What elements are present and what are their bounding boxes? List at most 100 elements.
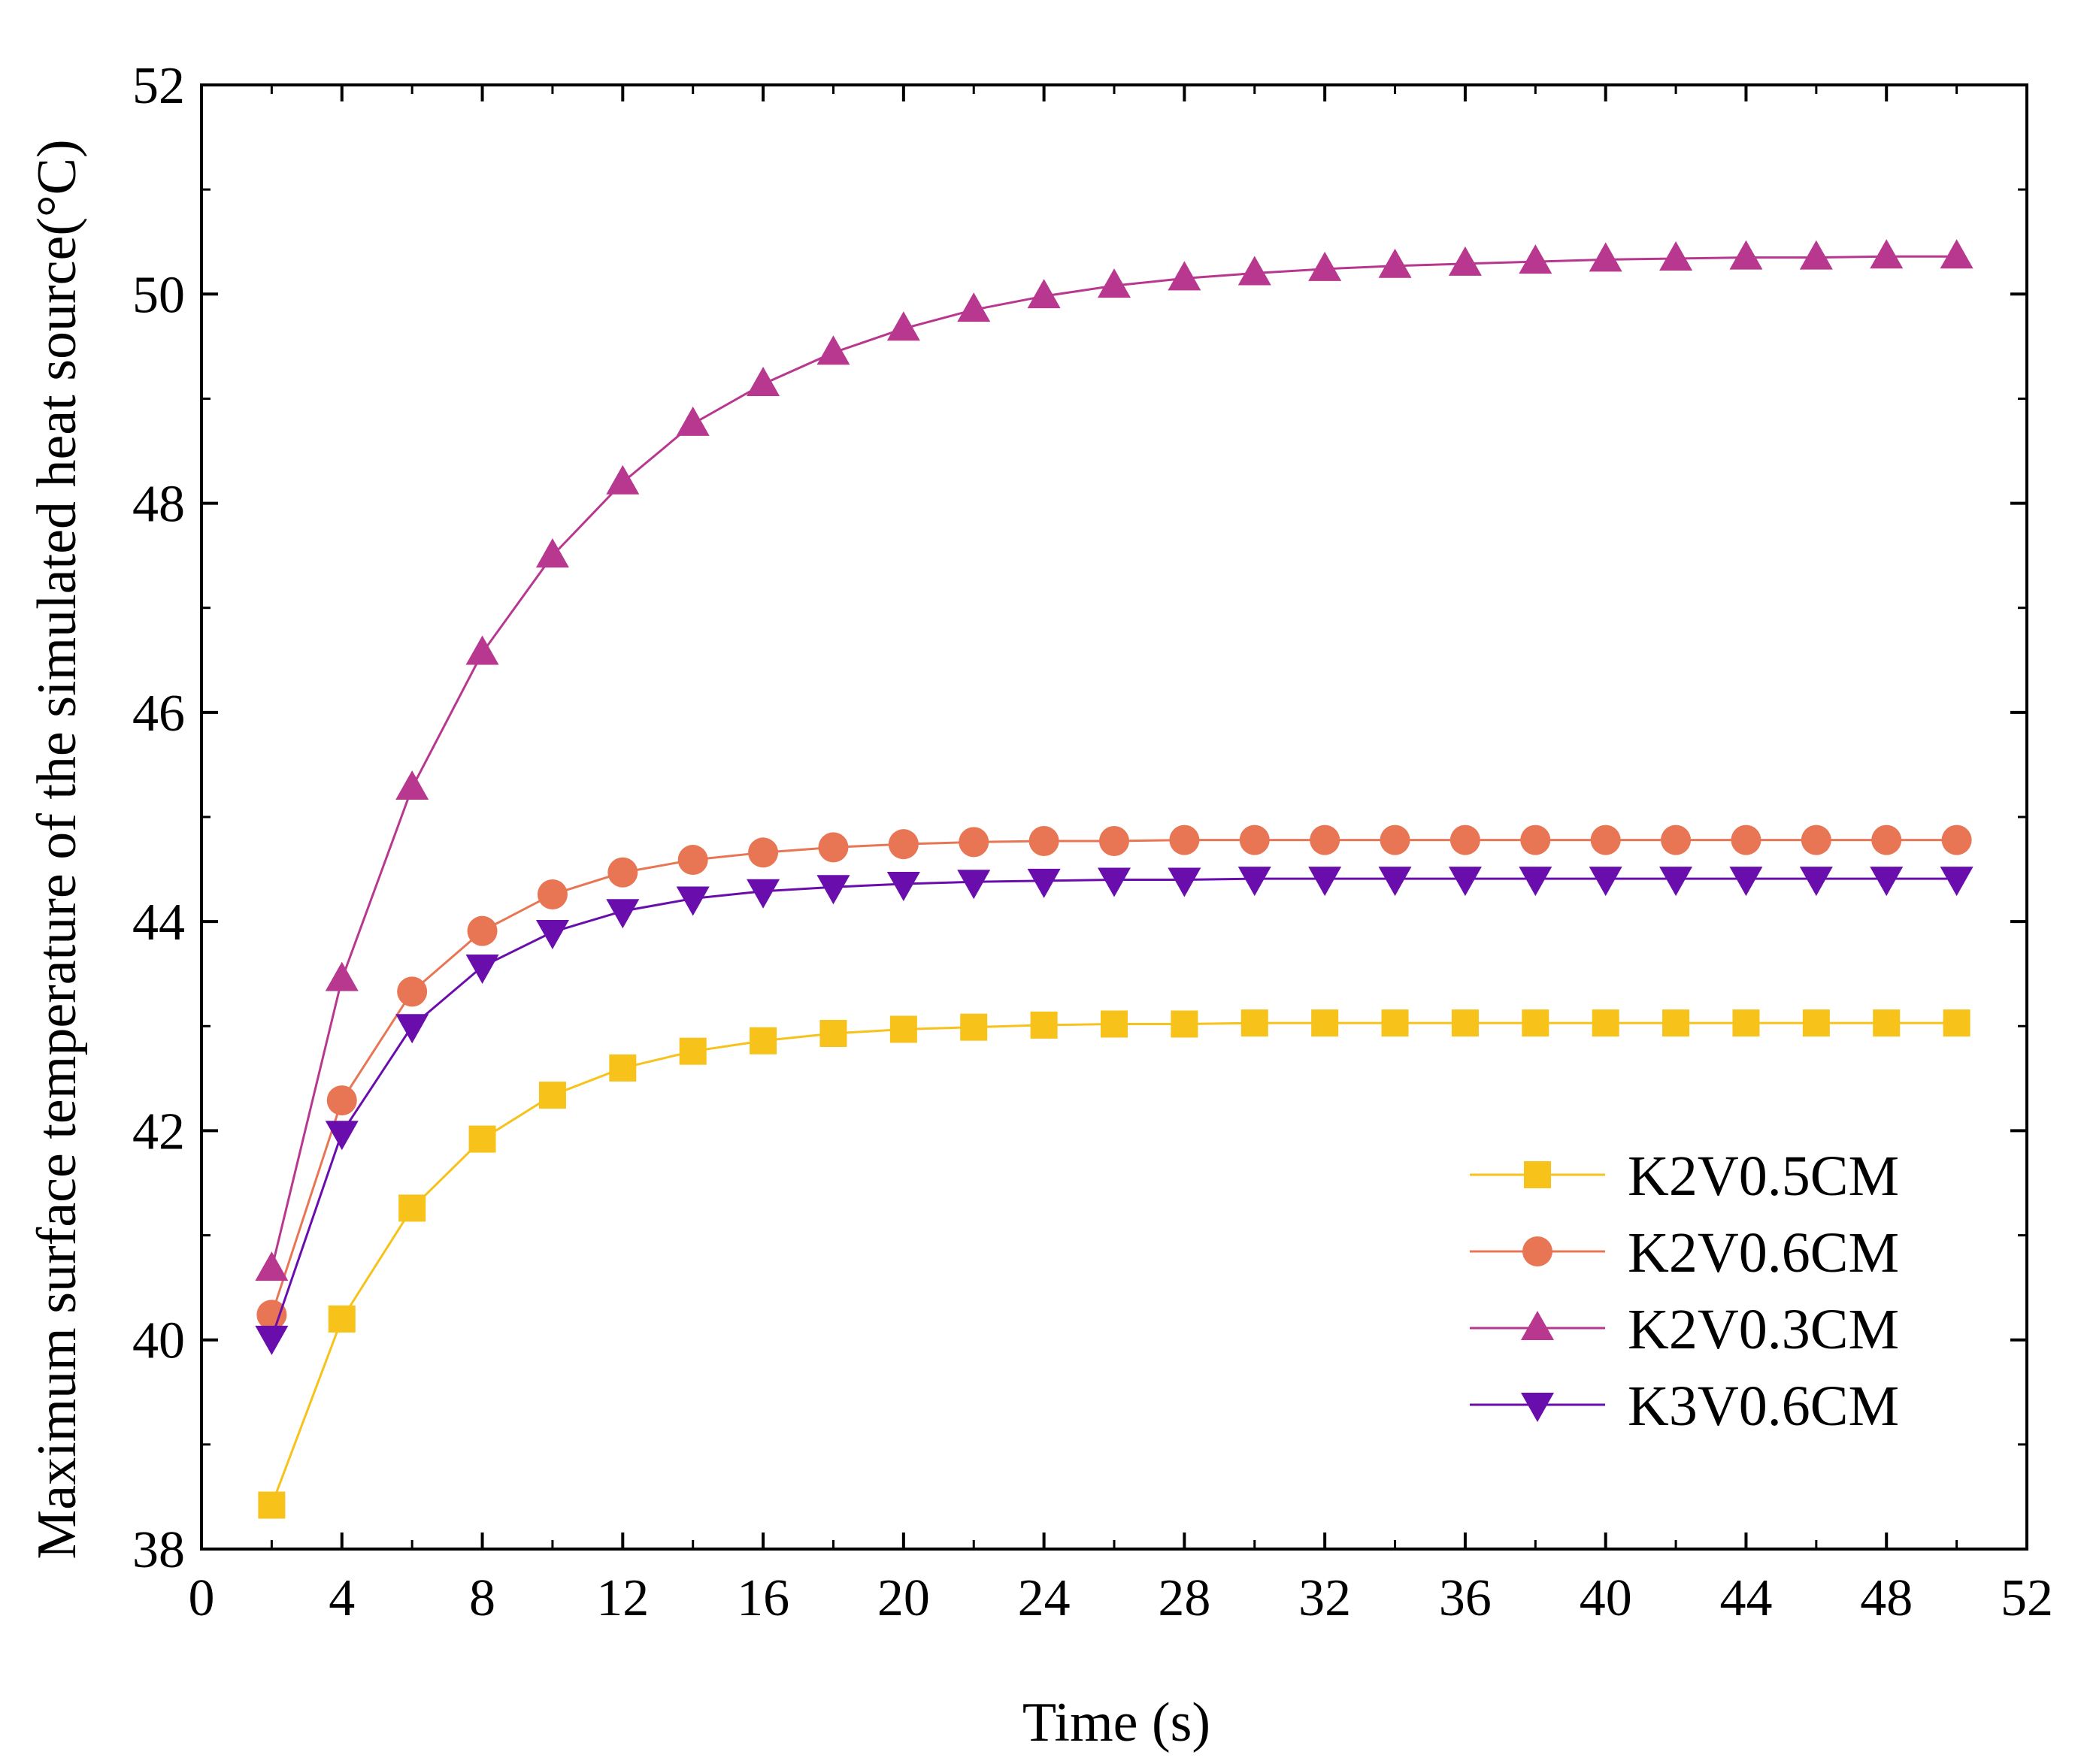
legend-marker [1521,1311,1554,1340]
data-point-k2v0-5cm [1873,1009,1901,1037]
data-point-k2v0-6cm [1449,825,1480,855]
data-point-k3v0-6cm [325,1121,359,1151]
data-point-k3v0-6cm [255,1325,289,1355]
legend-label: K3V0.6CM [1628,1375,1899,1438]
legend-marker [1522,1236,1552,1266]
data-point-k2v0-5cm [1240,1009,1268,1037]
data-point-k2v0-5cm [750,1027,777,1054]
data-point-k2v0-6cm [888,829,919,860]
data-point-k2v0-6cm [1310,825,1340,855]
data-point-k3v0-6cm [1027,868,1061,898]
data-point-k2v0-3cm [676,406,710,436]
data-point-k2v0-3cm [1237,256,1271,286]
data-point-k3v0-6cm [676,886,710,916]
data-point-k2v0-5cm [1101,1010,1128,1038]
data-point-k3v0-6cm [465,954,499,984]
y-tick-label: 44 [132,894,185,952]
data-point-k2v0-5cm [1522,1009,1549,1037]
data-point-k2v0-6cm [1941,825,1972,855]
data-point-k3v0-6cm [1098,867,1131,897]
legend-marker [1521,1393,1554,1422]
series-k2v0-3cm [255,239,1973,1281]
data-point-k2v0-6cm [326,1085,357,1116]
data-point-k2v0-3cm [606,464,640,495]
data-point-k2v0-5cm [1592,1009,1619,1037]
data-point-k2v0-3cm [957,292,991,322]
data-point-k2v0-6cm [1380,825,1410,855]
x-tick-label: 44 [1719,1569,1772,1627]
data-point-k2v0-5cm [1030,1011,1058,1039]
x-tick-label: 20 [877,1569,930,1627]
data-point-k2v0-5cm [889,1015,917,1043]
data-point-k2v0-5cm [538,1082,566,1109]
legend-item-k2v0-5cm: K2V0.5CM [1470,1145,1899,1208]
legend-item-k2v0-3cm: K2V0.3CM [1470,1298,1899,1361]
data-point-k2v0-6cm [677,845,708,876]
data-point-k2v0-5cm [1943,1009,1970,1037]
data-point-k2v0-5cm [328,1305,356,1333]
data-point-k3v0-6cm [1378,867,1412,897]
axis-ticks: 0 4 8 12 16 20 24 28 32 36 40 44 48 52384042444648505… [132,57,2053,1627]
x-tick-label: 4 [329,1569,355,1627]
data-point-k2v0-6cm [748,837,779,868]
x-tick-label: 28 [1158,1569,1210,1627]
data-point-k2v0-3cm [1729,240,1763,270]
data-point-k2v0-6cm [818,832,849,863]
x-axis-title: Time (s) [1022,1692,1210,1753]
data-point-k2v0-5cm [1451,1009,1479,1037]
data-point-k2v0-3cm [1098,268,1131,298]
x-tick-label: 24 [1018,1569,1071,1627]
data-point-k3v0-6cm [816,875,850,905]
data-point-k3v0-6cm [1237,867,1271,897]
data-point-k2v0-6cm [397,976,428,1007]
data-point-k3v0-6cm [1519,867,1552,897]
data-point-k2v0-5cm [1381,1009,1409,1037]
data-point-k2v0-3cm [1940,239,1973,269]
data-point-k3v0-6cm [1940,867,1973,897]
legend-item-k3v0-6cm: K3V0.6CM [1470,1375,1899,1438]
data-point-k3v0-6cm [535,920,569,950]
y-tick-label: 38 [132,1521,185,1579]
data-point-k3v0-6cm [1589,867,1622,897]
data-point-k2v0-3cm [1870,239,1904,269]
data-point-k3v0-6cm [1799,867,1833,897]
data-point-k2v0-3cm [395,770,429,800]
data-point-k2v0-3cm [1659,241,1693,271]
data-point-k2v0-6cm [467,915,498,946]
data-point-k2v0-3cm [1378,248,1412,278]
y-axis-title: Maximum surface temperature of the simul… [26,139,88,1559]
legend-label: K2V0.6CM [1628,1221,1899,1284]
data-point-k2v0-5cm [960,1013,988,1041]
data-point-k2v0-3cm [1308,251,1342,281]
y-tick-label: 42 [132,1103,185,1160]
x-tick-label: 16 [737,1569,789,1627]
data-point-k3v0-6cm [886,872,920,902]
data-point-k2v0-3cm [886,311,920,341]
legend: K2V0.5CM K2V0.6CM K2V0.3CM K3V0.6CM [1470,1145,1899,1438]
data-point-k3v0-6cm [1308,867,1342,897]
y-tick-label: 50 [132,266,185,324]
data-point-k2v0-3cm [816,335,850,365]
x-tick-label: 52 [2001,1569,2053,1627]
x-tick-label: 48 [1860,1569,1913,1627]
data-point-k2v0-3cm [1799,240,1833,270]
data-point-k2v0-3cm [325,961,359,991]
y-tick-label: 48 [132,476,185,534]
data-point-k2v0-3cm [1589,242,1622,272]
data-point-k2v0-5cm [468,1125,496,1153]
data-point-k2v0-3cm [1519,244,1552,274]
data-point-k2v0-5cm [1311,1009,1339,1037]
data-point-k3v0-6cm [606,899,640,929]
data-point-k3v0-6cm [1659,867,1693,897]
data-point-k2v0-6cm [1590,825,1621,855]
data-point-k2v0-3cm [1027,279,1061,309]
data-point-k2v0-3cm [535,538,569,568]
data-point-k2v0-3cm [1448,246,1482,276]
data-point-k2v0-5cm [398,1194,426,1222]
data-point-k2v0-6cm [537,879,568,909]
data-point-k2v0-3cm [255,1251,289,1281]
y-tick-label: 52 [132,57,185,115]
data-point-k2v0-6cm [1801,825,1831,855]
data-point-k2v0-5cm [1171,1010,1198,1038]
x-tick-label: 0 [189,1569,215,1627]
